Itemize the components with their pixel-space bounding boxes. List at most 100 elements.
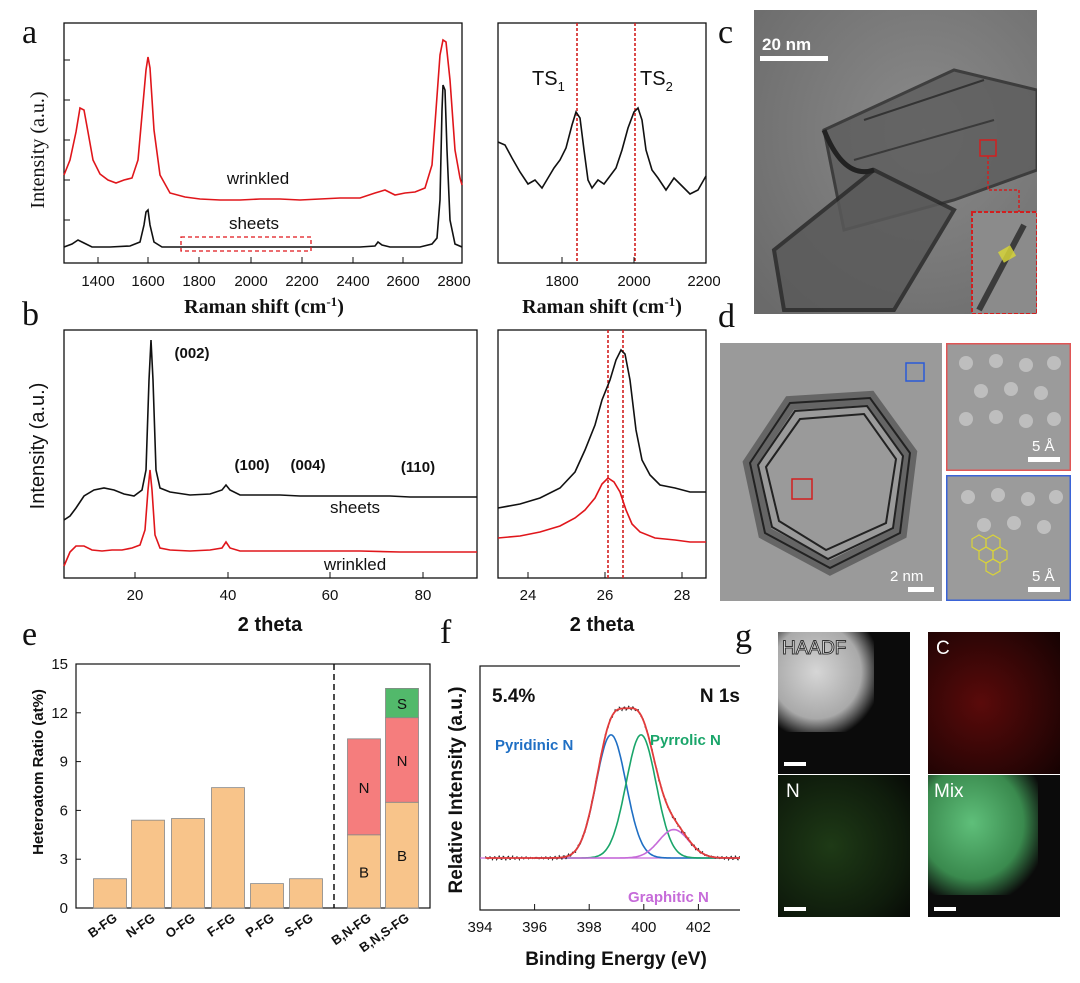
xrd-xlabel: 2 theta [238,614,303,636]
raman-wrinkled-line [63,38,463,201]
panel-label-e: e [22,616,38,653]
heteroatom-bar-chart: Heteroatom Ratio (at%) 0 3 6 9 12 15 B N B N S B-… [30,656,431,955]
raman-zoom-tick: 2000 [617,273,650,290]
raman-tick: 2800 [437,273,470,290]
raman-tick: 2000 [234,273,267,290]
bar-category-label: S-FG [282,910,316,940]
bar-y-tick-label: 3 [60,851,68,868]
tem-scale-label: 20 nm [762,35,811,54]
raman-tick: 2400 [336,273,369,290]
eds-scale-bar-haadf [784,762,806,766]
xrd-tick: 40 [220,587,237,604]
xrd-zoom-frame [497,329,707,579]
bar-segment [385,688,419,719]
raman-ylabel: Intensity (a.u.) [27,91,49,208]
xrd-zoom-tick: 26 [597,587,614,604]
xps-label-graphitic: Graphitic N [628,889,709,906]
xps-x-tick-label: 402 [686,919,711,936]
xrd-zoom-black-line [497,348,706,509]
hrtem-scale-label: 2 nm [890,568,923,585]
tem-scale-bar [760,56,828,61]
xps-x-tick-label: 396 [522,919,547,936]
xrd-chart: Intensity (a.u.) (002) (100) (004) (110)… [27,329,478,636]
hrtem-scale-bar [908,587,934,592]
bar-category-label: B-FG [85,910,120,941]
raman-spectrum-chart: Intensity (a.u.) wrinkled sheets 1400 16… [27,22,471,318]
xrd-peak-label: (100) [234,457,269,474]
hrtem-blue-zoom: 5 Å [946,475,1071,601]
bar-segment [385,801,419,909]
xrd-label-sheets: sheets [330,498,380,517]
xps-label-pyrrolic: Pyrrolic N [650,732,721,749]
xrd-peak-label: (004) [290,457,325,474]
xps-title: N 1s [700,686,740,707]
bar-segment [385,717,419,803]
bar-segment [347,738,381,836]
eds-label-c: C [936,638,950,659]
panel-label-f: f [440,614,452,651]
bar-ylabel: Heteroatom Ratio (at%) [30,689,47,855]
bar-segment-label: B [359,864,369,881]
bar-segment [93,878,127,909]
xps-n1s-chart: Relative Intensity (a.u.) 5.4% N 1s Pyri… [446,665,740,970]
xps-raw-data [484,705,740,862]
xrd-zoom-tick: 28 [674,587,691,604]
ts2-label: TS2 [640,68,673,94]
eds-map-haadf: HAADF [778,632,910,774]
xrd-sheets-line [63,339,477,521]
raman-zoom-chart: TS1 TS2 1800 2000 2200 Raman shift (cm-1… [497,22,720,318]
raman-tick: 1400 [81,273,114,290]
bar-segment-label: N [397,753,408,770]
red-zoom-scale-label: 5 Å [1032,438,1055,455]
xrd-ylabel: Intensity (a.u.) [27,383,49,510]
raman-zoom-frame [497,22,707,264]
raman-zoom-tick: 2200 [687,273,720,290]
bar-category-label: N-FG [123,910,158,941]
raman-zoom-xlabel: Raman shift (cm-1) [522,294,682,318]
bar-category-label: O-FG [162,910,197,941]
xrd-peak-label: (110) [401,459,435,476]
bar-segment-label: B [397,848,407,865]
blue-zoom-scale-label: 5 Å [1032,568,1055,585]
bar-segment-label: N [359,780,370,797]
eds-map-mix: Mix [928,775,1060,917]
bar-category-label: P-FG [243,910,277,940]
hrtem-main-image: 2 nm [720,343,942,601]
xrd-zoom-xlabel: 2 theta [570,614,635,636]
eds-label-mix: Mix [934,781,964,802]
xrd-peak-label: (002) [174,345,209,362]
xrd-plot-frame [63,329,478,579]
raman-tick: 2600 [386,273,419,290]
raman-xlabel: Raman shift (cm-1) [184,294,344,318]
bar-segment [131,819,165,909]
xps-plot-frame [479,665,740,911]
xrd-label-wrinkled: wrinkled [323,555,386,574]
blue-zoom-scale-bar [1028,587,1060,592]
panel-label-g: g [735,618,752,655]
bar-y-tick-label: 9 [60,754,68,771]
panel-label-a: a [22,14,38,51]
hrtem-red-zoom: 5 Å [946,343,1071,471]
xrd-wrinkled-line [63,469,477,567]
xps-x-tick-label: 400 [631,919,656,936]
bar-segment-label: S [397,696,407,713]
panel-label-b: b [22,296,39,333]
xrd-tick: 20 [127,587,144,604]
bar-y-tick-label: 12 [51,705,68,722]
raman-tick: 1800 [182,273,215,290]
eds-map-c: C [928,632,1060,774]
raman-highlight-box [180,236,312,252]
raman-x-tick-labels: 1400 1600 1800 2000 2200 2400 2600 2800 [81,273,470,290]
bar-y-tick-label: 15 [51,656,68,673]
xps-label-pyridinic: Pyridinic N [495,737,573,754]
xps-ylabel: Relative Intensity (a.u.) [446,687,467,894]
xps-annotation: 5.4% [492,686,535,707]
xps-fit-envelope [485,707,740,859]
panel-label-c: c [718,14,734,51]
tem-flake-lower [771,167,957,312]
bar-segment [211,787,245,909]
raman-sheets-line [63,84,463,248]
xps-x-tick-label: 398 [577,919,602,936]
eds-label-haadf: HAADF [781,638,847,660]
bar-segment [171,818,205,909]
